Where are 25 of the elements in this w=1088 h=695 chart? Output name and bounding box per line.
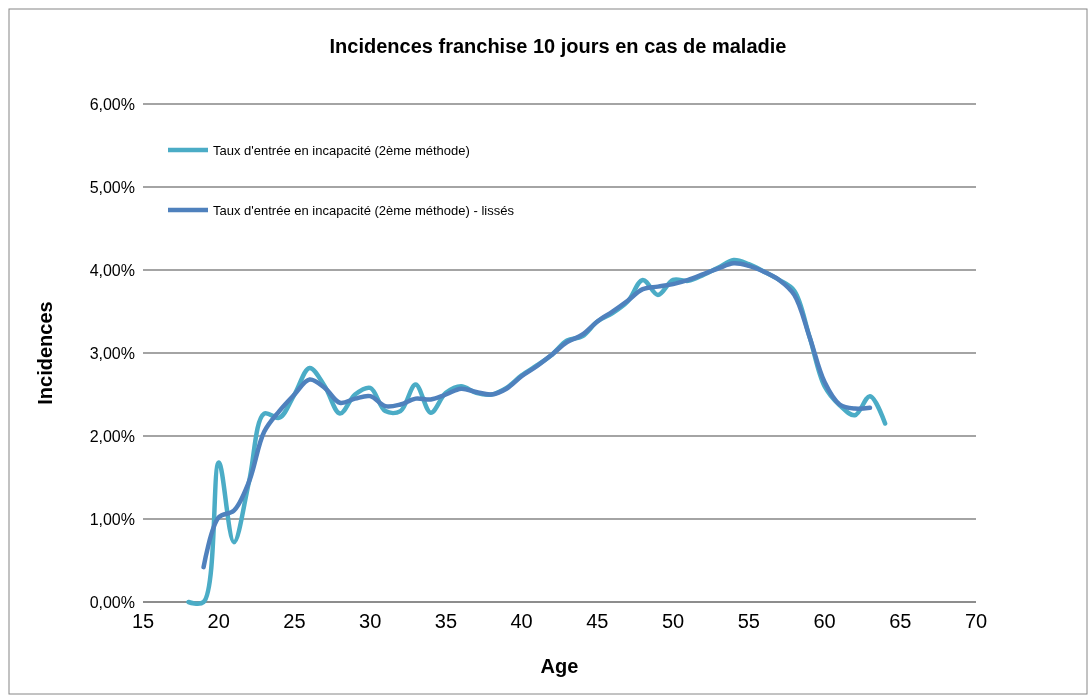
- x-axis-title: Age: [540, 655, 579, 677]
- y-tick-label: 2,00%: [89, 427, 135, 445]
- y-axis-title: Incidences: [34, 301, 56, 405]
- legend-label: Taux d'entrée en incapacité (2ème méthode) - lissés: [213, 202, 515, 218]
- legend-label: Taux d'entrée en incapacité (2ème méthode): [213, 142, 470, 158]
- y-tick-label: 6,00%: [89, 95, 135, 113]
- x-tick-label: 30: [359, 610, 382, 632]
- x-tick-label: 25: [283, 610, 306, 632]
- x-tick-label: 45: [586, 610, 609, 632]
- y-tick-label: 5,00%: [89, 178, 135, 196]
- x-tick-label: 20: [207, 610, 230, 632]
- x-tick-label: 60: [813, 610, 836, 632]
- x-tick-label: 15: [131, 610, 155, 632]
- y-tick-label: 1,00%: [89, 510, 135, 528]
- y-tick-label: 0,00%: [89, 593, 135, 611]
- y-tick-label: 3,00%: [89, 344, 135, 362]
- y-tick-label: 4,00%: [89, 261, 135, 279]
- x-tick-label: 50: [661, 610, 685, 632]
- x-tick-label: 55: [737, 610, 760, 632]
- x-tick-label: 35: [434, 610, 458, 632]
- line-series: [201, 261, 873, 570]
- chart-title: Incidences franchise 10 jours en cas de maladie: [329, 35, 787, 57]
- x-tick-label: 65: [889, 610, 912, 632]
- x-tick-label: 40: [510, 610, 533, 632]
- x-tick-label: 70: [964, 610, 988, 632]
